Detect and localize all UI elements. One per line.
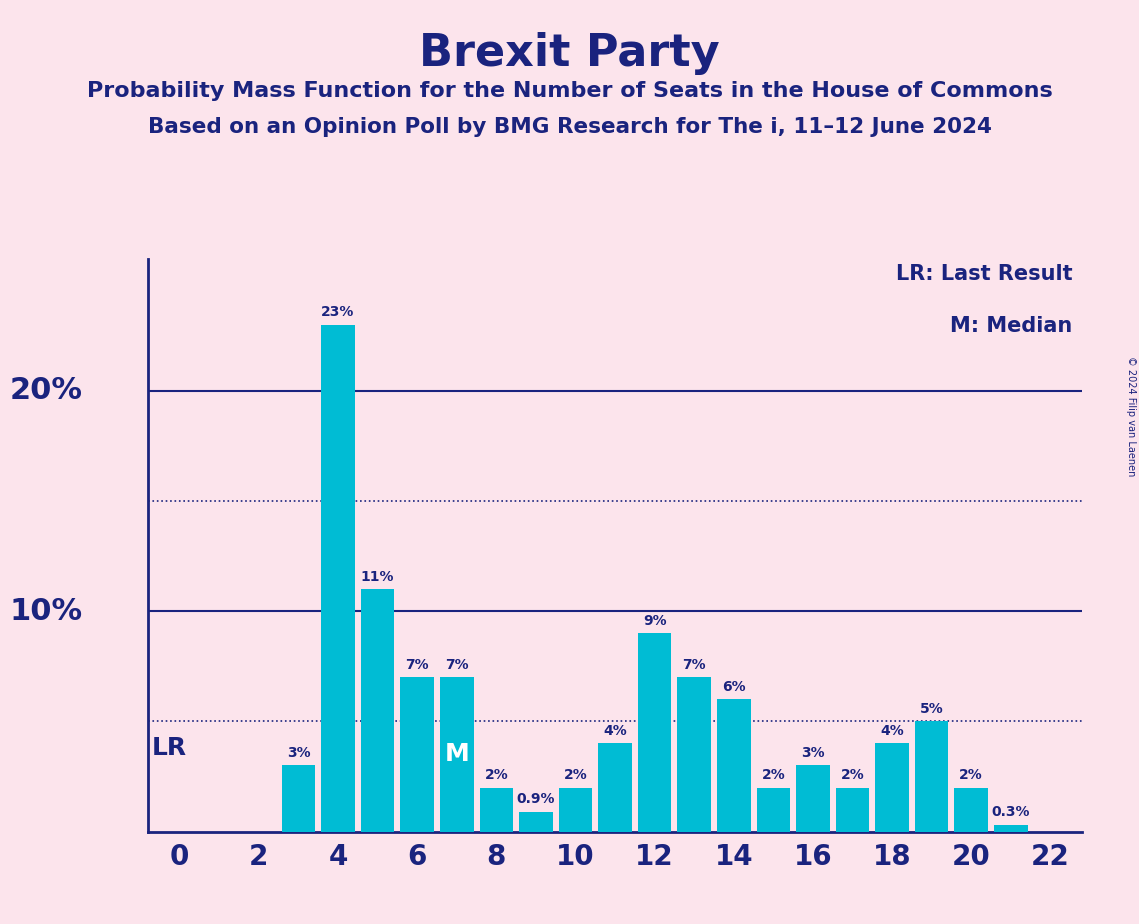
Bar bbox=[796, 765, 829, 832]
Bar bbox=[321, 325, 355, 832]
Bar bbox=[440, 677, 474, 832]
Text: 5%: 5% bbox=[920, 702, 943, 716]
Text: 20%: 20% bbox=[10, 376, 83, 406]
Text: 23%: 23% bbox=[321, 305, 354, 320]
Bar bbox=[519, 812, 552, 832]
Text: 9%: 9% bbox=[642, 614, 666, 627]
Bar bbox=[558, 787, 592, 832]
Text: 2%: 2% bbox=[959, 768, 983, 782]
Text: M: Median: M: Median bbox=[950, 316, 1073, 336]
Text: Based on an Opinion Poll by BMG Research for The i, 11–12 June 2024: Based on an Opinion Poll by BMG Research… bbox=[148, 117, 991, 138]
Text: 2%: 2% bbox=[564, 768, 588, 782]
Text: 7%: 7% bbox=[445, 658, 468, 672]
Text: LR: Last Result: LR: Last Result bbox=[896, 264, 1073, 285]
Text: 6%: 6% bbox=[722, 680, 746, 694]
Text: M: M bbox=[444, 743, 469, 767]
Bar bbox=[994, 825, 1027, 832]
Text: © 2024 Filip van Laenen: © 2024 Filip van Laenen bbox=[1126, 356, 1136, 476]
Bar bbox=[875, 744, 909, 832]
Text: 0.9%: 0.9% bbox=[517, 792, 555, 807]
Text: 4%: 4% bbox=[880, 724, 904, 738]
Text: 10%: 10% bbox=[9, 597, 83, 626]
Text: 3%: 3% bbox=[287, 746, 310, 760]
Bar bbox=[836, 787, 869, 832]
Bar bbox=[756, 787, 790, 832]
Text: 3%: 3% bbox=[801, 746, 825, 760]
Text: 11%: 11% bbox=[361, 570, 394, 584]
Bar bbox=[598, 744, 632, 832]
Text: 0.3%: 0.3% bbox=[992, 806, 1030, 820]
Bar bbox=[361, 590, 394, 832]
Text: 2%: 2% bbox=[841, 768, 865, 782]
Bar bbox=[401, 677, 434, 832]
Bar bbox=[954, 787, 988, 832]
Text: LR: LR bbox=[151, 736, 187, 760]
Text: 7%: 7% bbox=[405, 658, 429, 672]
Text: Brexit Party: Brexit Party bbox=[419, 32, 720, 76]
Bar bbox=[480, 787, 514, 832]
Text: 2%: 2% bbox=[484, 768, 508, 782]
Text: 2%: 2% bbox=[762, 768, 785, 782]
Text: 7%: 7% bbox=[682, 658, 706, 672]
Text: 4%: 4% bbox=[604, 724, 626, 738]
Text: Probability Mass Function for the Number of Seats in the House of Commons: Probability Mass Function for the Number… bbox=[87, 81, 1052, 102]
Bar bbox=[716, 699, 751, 832]
Bar bbox=[281, 765, 316, 832]
Bar bbox=[915, 722, 949, 832]
Bar bbox=[678, 677, 711, 832]
Bar bbox=[638, 633, 672, 832]
